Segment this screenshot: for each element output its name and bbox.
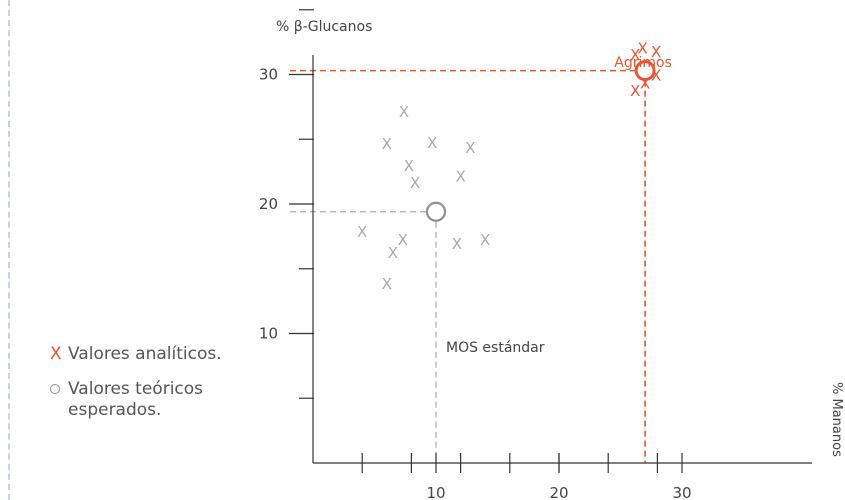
x-marker: X: [427, 134, 437, 152]
legend-circle-marker: [50, 379, 68, 394]
x-tick-label: 20: [549, 484, 568, 500]
x-marker: X: [388, 244, 398, 262]
x-marker: X: [480, 231, 490, 249]
x-axis-title: % Mananos: [829, 382, 844, 457]
x-marker: X: [452, 235, 462, 253]
y-tick-label: 20: [259, 195, 278, 213]
legend-theoretical-label: Valores teóricos esperados.: [68, 379, 204, 420]
x-marker: X: [382, 135, 392, 153]
point-label-agrimos: Agrimos: [614, 55, 672, 71]
x-marker: X: [398, 231, 408, 249]
x-marker: X: [404, 157, 414, 175]
legend-item-theoretical: Valores teóricos esperados.: [50, 379, 258, 421]
x-marker: X: [357, 223, 367, 241]
x-marker: X: [640, 74, 650, 92]
circle-icon: [50, 384, 60, 394]
y-tick-label: 30: [259, 66, 278, 84]
axes: [289, 9, 812, 473]
x-tick-label: 30: [672, 484, 691, 500]
x-marker: X: [410, 174, 420, 192]
chart-labels: 10 20 30 10 20 30 % β-Glucanos % Mananos MOS est…: [259, 19, 844, 500]
x-marker: X: [455, 168, 465, 186]
x-marker: X: [399, 103, 409, 121]
left-edge-rule: [8, 0, 10, 500]
reference-lines: [290, 69, 646, 463]
x-marker: X: [637, 39, 647, 57]
legend-item-analytic: X Valores analíticos.: [50, 344, 258, 365]
x-marker: X: [651, 43, 661, 61]
theoretical-point: [425, 201, 447, 222]
y-axis-title: % β-Glucanos: [276, 19, 372, 35]
point-label-mos: MOS estándar: [446, 340, 545, 356]
legend-analytic-label: Valores analíticos.: [68, 344, 222, 364]
theoretical-point: [634, 60, 656, 82]
x-marker: X: [651, 67, 661, 85]
legend-x-marker: X: [50, 344, 62, 364]
y-tick-label: 10: [259, 325, 278, 343]
x-marker: X: [382, 275, 392, 293]
x-tick-label: 10: [426, 484, 445, 500]
x-marker: X: [630, 82, 640, 100]
x-marker: X: [630, 46, 640, 64]
legend: X Valores analíticos. Valores teóricos e…: [50, 344, 258, 435]
x-marker: X: [465, 139, 475, 157]
